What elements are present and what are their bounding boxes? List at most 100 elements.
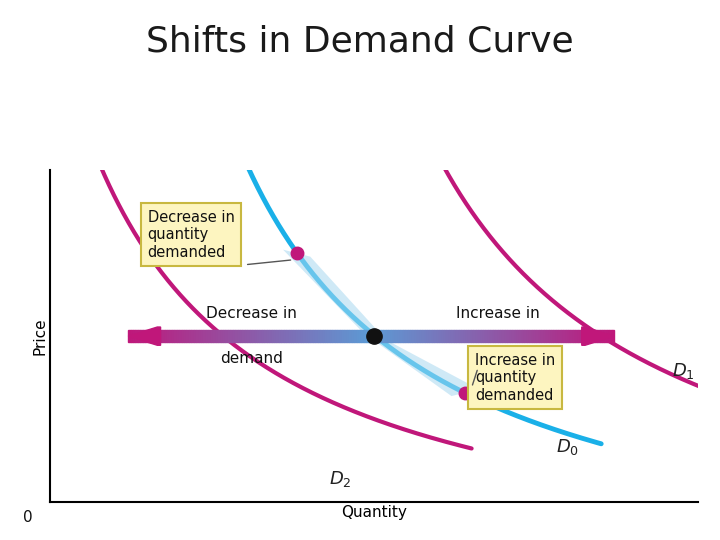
Bar — [266, 330, 269, 342]
Bar — [539, 330, 541, 342]
Bar — [495, 330, 498, 342]
Bar — [332, 330, 335, 342]
Bar — [441, 330, 444, 342]
Text: $D_2$: $D_2$ — [329, 469, 351, 489]
Bar — [483, 330, 485, 342]
Bar — [554, 330, 556, 342]
Bar — [439, 330, 441, 342]
Bar — [351, 330, 354, 342]
Bar — [140, 330, 143, 342]
Bar — [305, 330, 308, 342]
Bar — [459, 330, 461, 342]
Bar — [529, 330, 531, 342]
Bar — [228, 330, 230, 342]
Bar — [507, 330, 510, 342]
Bar — [517, 330, 519, 342]
Bar — [366, 330, 369, 342]
Text: 0: 0 — [23, 510, 32, 525]
Bar — [323, 330, 325, 342]
Bar — [282, 330, 284, 342]
Bar — [388, 330, 390, 342]
Bar — [130, 330, 133, 342]
Bar — [466, 330, 468, 342]
Bar — [296, 330, 298, 342]
Text: $D_1$: $D_1$ — [672, 361, 696, 381]
Bar — [199, 330, 201, 342]
Bar — [150, 330, 153, 342]
Text: Decrease in: Decrease in — [206, 306, 297, 321]
Bar — [325, 330, 328, 342]
Bar — [359, 330, 361, 342]
Bar — [519, 330, 522, 342]
Bar — [143, 330, 145, 342]
Bar — [597, 330, 600, 342]
Bar — [257, 330, 259, 342]
Bar — [446, 330, 449, 342]
Bar — [172, 330, 174, 342]
Bar — [531, 330, 534, 342]
Bar — [526, 330, 529, 342]
Bar — [213, 330, 216, 342]
Bar — [454, 330, 456, 342]
Bar — [604, 330, 607, 342]
Bar — [471, 330, 473, 342]
Text: Decrease in
quantity
demanded: Decrease in quantity demanded — [148, 210, 235, 260]
Bar — [354, 330, 356, 342]
Bar — [461, 330, 464, 342]
Bar — [160, 330, 162, 342]
Bar — [318, 330, 320, 342]
Bar — [145, 330, 148, 342]
Bar — [194, 330, 196, 342]
Bar — [561, 330, 563, 342]
Bar — [230, 330, 233, 342]
Bar — [271, 330, 274, 342]
Bar — [563, 330, 566, 342]
Bar — [243, 330, 245, 342]
Text: $D_0$: $D_0$ — [556, 437, 579, 457]
Bar — [201, 330, 204, 342]
Bar — [206, 330, 208, 342]
Bar — [347, 330, 349, 342]
Bar — [294, 330, 296, 342]
Bar — [269, 330, 271, 342]
Bar — [425, 330, 427, 342]
Bar — [585, 330, 588, 342]
Bar — [600, 330, 602, 342]
Bar — [335, 330, 337, 342]
Bar — [240, 330, 243, 342]
Bar — [582, 330, 585, 342]
Bar — [204, 330, 206, 342]
Bar — [556, 330, 558, 342]
Bar — [374, 330, 376, 342]
Bar — [379, 330, 381, 342]
Bar — [364, 330, 366, 342]
Bar — [208, 330, 211, 342]
Bar — [247, 330, 250, 342]
Bar — [386, 330, 388, 342]
FancyArrow shape — [582, 327, 614, 345]
Bar — [349, 330, 351, 342]
Bar — [490, 330, 492, 342]
Bar — [337, 330, 340, 342]
Bar — [235, 330, 238, 342]
Bar — [498, 330, 500, 342]
Bar — [177, 330, 179, 342]
Bar — [289, 330, 291, 342]
Bar — [361, 330, 364, 342]
Bar — [250, 330, 252, 342]
Bar — [408, 330, 410, 342]
Bar — [344, 330, 347, 342]
Bar — [413, 330, 415, 342]
Bar — [233, 330, 235, 342]
Bar — [515, 330, 517, 342]
Bar — [264, 330, 266, 342]
Bar — [577, 330, 580, 342]
Bar — [216, 330, 218, 342]
Bar — [573, 330, 575, 342]
Bar — [536, 330, 539, 342]
Bar — [135, 330, 138, 342]
Bar — [301, 330, 303, 342]
Bar — [456, 330, 459, 342]
Bar — [356, 330, 359, 342]
Bar — [429, 330, 432, 342]
